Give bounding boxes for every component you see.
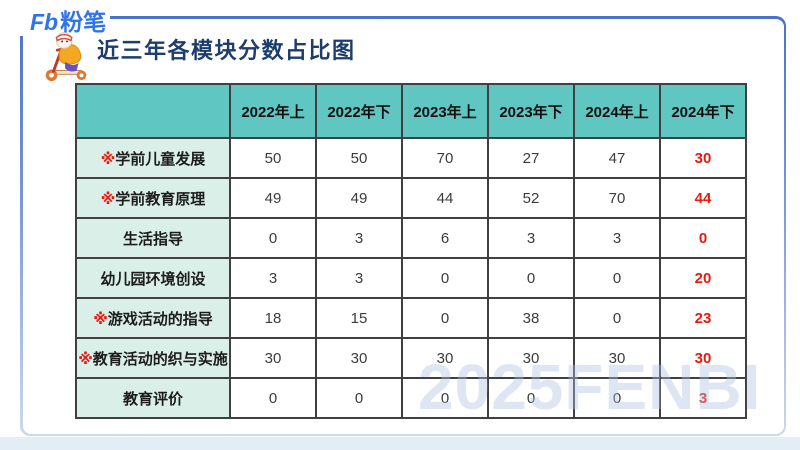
score-cell: 30 — [573, 337, 661, 379]
row-label: ※学前儿童发展 — [75, 137, 231, 179]
score-cell: 0 — [573, 377, 661, 419]
row-label-text: 游戏活动的指导 — [107, 310, 213, 328]
row-label: 教育评价 — [75, 377, 231, 419]
column-header: 2022年下 — [315, 83, 403, 139]
score-cell: 0 — [401, 377, 489, 419]
score-cell: 27 — [487, 137, 575, 179]
score-cell: 3 — [315, 257, 403, 299]
score-cell: 0 — [401, 297, 489, 339]
score-cell: 0 — [229, 377, 317, 419]
table-row: ※学前教育原理 49 49 44 52 70 44 — [75, 177, 747, 219]
table-row: ※学前儿童发展 50 50 70 27 47 30 — [75, 137, 747, 179]
column-header: 2023年上 — [401, 83, 489, 139]
star-mark: ※ — [78, 350, 93, 368]
score-cell: 0 — [315, 377, 403, 419]
table-row: ※游戏活动的指导 18 15 0 38 0 23 — [75, 297, 747, 339]
score-cell: 44 — [401, 177, 489, 219]
score-cell: 38 — [487, 297, 575, 339]
score-cell: 44 — [659, 177, 747, 219]
score-cell: 3 — [229, 257, 317, 299]
row-label-text: 教育活动的织与实施 — [92, 350, 228, 368]
score-cell: 30 — [229, 337, 317, 379]
score-cell: 6 — [401, 217, 489, 259]
score-cell: 50 — [315, 137, 403, 179]
score-cell: 0 — [487, 257, 575, 299]
column-header: 2023年下 — [487, 83, 575, 139]
page-title: 近三年各模块分数占比图 — [97, 38, 356, 63]
score-cell: 30 — [659, 337, 747, 379]
score-cell: 30 — [487, 337, 575, 379]
score-cell: 3 — [315, 217, 403, 259]
column-header: 2024年下 — [659, 83, 747, 139]
score-cell: 0 — [659, 217, 747, 259]
score-cell: 70 — [401, 137, 489, 179]
score-cell: 3 — [659, 377, 747, 419]
score-cell: 47 — [573, 137, 661, 179]
star-mark: ※ — [93, 310, 108, 328]
score-cell: 0 — [229, 217, 317, 259]
row-label: ※游戏活动的指导 — [75, 297, 231, 339]
fenbi-logo-name: 粉笔 — [60, 9, 107, 35]
row-label-text: 学前儿童发展 — [115, 150, 206, 168]
score-cell: 0 — [573, 297, 661, 339]
row-label-text: 生活指导 — [122, 230, 183, 248]
header-row: 2022年上 2022年下 2023年上 2023年下 2024年上 2024年… — [75, 83, 747, 139]
corner-cell — [75, 83, 231, 139]
table-row: ※教育活动的织与实施 30 30 30 30 30 30 — [75, 337, 747, 379]
row-label: 幼儿园环境创设 — [75, 257, 231, 299]
star-mark: ※ — [100, 190, 116, 208]
row-label-text: 幼儿园环境创设 — [100, 270, 206, 288]
score-cell: 15 — [315, 297, 403, 339]
score-cell: 50 — [229, 137, 317, 179]
score-cell: 0 — [573, 257, 661, 299]
score-cell: 3 — [573, 217, 661, 259]
score-cell: 52 — [487, 177, 575, 219]
table-row: 幼儿园环境创设 3 3 0 0 0 20 — [75, 257, 747, 299]
star-mark: ※ — [100, 150, 116, 168]
column-header: 2022年上 — [229, 83, 317, 139]
row-label: 生活指导 — [75, 217, 231, 259]
column-header: 2024年上 — [573, 83, 661, 139]
fenbi-logo: Fb粉笔 — [30, 3, 106, 37]
score-cell: 20 — [659, 257, 747, 299]
score-cell: 30 — [315, 337, 403, 379]
score-cell: 23 — [659, 297, 747, 339]
row-label: ※教育活动的织与实施 — [75, 337, 231, 379]
score-cell: 18 — [229, 297, 317, 339]
score-cell: 49 — [229, 177, 317, 219]
table-row: 生活指导 0 3 6 3 3 0 — [75, 217, 747, 259]
score-cell: 30 — [401, 337, 489, 379]
row-label: ※学前教育原理 — [75, 177, 231, 219]
scooter-mascot-icon — [45, 32, 87, 82]
score-cell: 0 — [401, 257, 489, 299]
score-cell: 70 — [573, 177, 661, 219]
score-cell: 49 — [315, 177, 403, 219]
row-label-text: 教育评价 — [122, 390, 183, 408]
logo-background-patch — [12, 0, 110, 36]
fenbi-logo-fb: Fb — [30, 9, 59, 35]
score-cell: 0 — [487, 377, 575, 419]
score-cell: 3 — [487, 217, 575, 259]
score-cell: 30 — [659, 137, 747, 179]
row-label-text: 学前教育原理 — [115, 190, 206, 208]
table-row: 教育评价 0 0 0 0 0 3 — [75, 377, 747, 419]
score-table: 2022年上 2022年下 2023年上 2023年下 2024年上 2024年… — [75, 83, 747, 419]
bottom-strip — [0, 437, 800, 450]
